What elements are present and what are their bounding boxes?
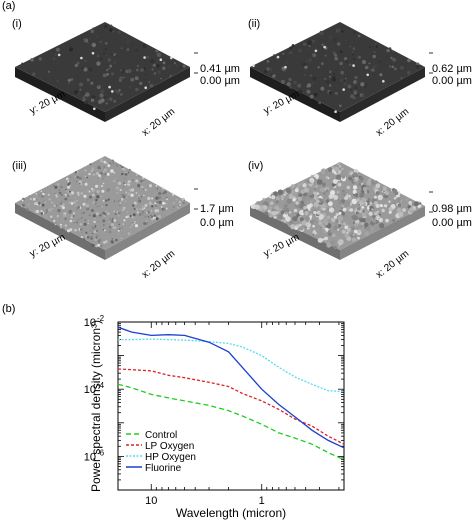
afm-iii-label: (iii) — [12, 160, 27, 172]
panel-b-label: (b) — [2, 303, 16, 315]
y-tick-label: 10 — [84, 384, 96, 396]
series-line-hp-oxygen — [118, 338, 345, 393]
afm-iii-height-bottom: 0.0 µm — [200, 217, 234, 229]
series-line-lp-oxygen — [117, 368, 345, 445]
legend-label: Control — [145, 430, 177, 441]
afm-i-height-bottom: 0.00 µm — [200, 75, 240, 87]
afm-ii-height-top: 0.62 µm — [432, 63, 472, 75]
x-tick-label: 10 — [145, 495, 157, 507]
legend-label: Fluorine — [145, 463, 182, 474]
legend-label: LP Oxygen — [145, 441, 194, 452]
afm-surface-3 — [15, 156, 198, 260]
afm-iv-label: (iv) — [248, 160, 264, 172]
x-tick-label: 1 — [259, 495, 265, 507]
afm-i-label: (i) — [12, 18, 22, 30]
series-line-fluorine — [117, 326, 345, 449]
y-tick-label: 10 — [84, 317, 96, 329]
plot-frame — [117, 321, 345, 491]
afm-iv-height-bottom: 0.00 µm — [432, 217, 472, 229]
afm-surface-1 — [15, 22, 198, 122]
y-tick-label: 10 — [84, 451, 96, 463]
y-tick-exponent: -6 — [97, 448, 105, 457]
afm-surface-2 — [250, 22, 433, 122]
x-axis-label: Wavelength (micron) — [176, 506, 286, 520]
afm-iii-height-top: 1.7 µm — [200, 203, 234, 215]
afm-iv-height-top: 0.98 µm — [432, 203, 472, 215]
series-line-control — [117, 383, 345, 461]
afm-i-height-top: 0.41 µm — [200, 63, 240, 75]
afm-surface-4 — [250, 162, 433, 260]
afm-surface-i — [15, 22, 433, 260]
panel-a-label: (a) — [2, 0, 16, 12]
y-tick-exponent: -2 — [97, 314, 105, 323]
y-tick-exponent: -4 — [97, 381, 105, 390]
y-axis-label: Power spectral density (micron³) — [89, 320, 103, 492]
afm-ii-height-bottom: 0.00 µm — [432, 75, 472, 87]
afm-ii-label: (ii) — [248, 18, 261, 30]
legend-label: HP Oxygen — [145, 452, 196, 463]
